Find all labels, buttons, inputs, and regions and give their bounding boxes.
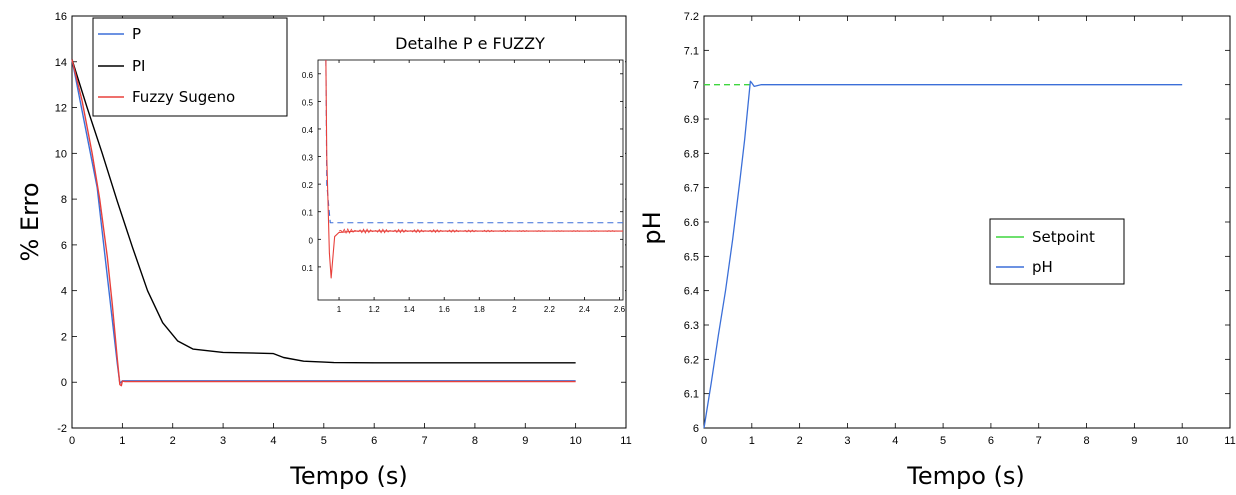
ph-x-tick-label: 11 xyxy=(1224,435,1235,447)
ph-x-tick-label: 2 xyxy=(797,435,803,447)
error-y-tick-label: 12 xyxy=(55,103,67,115)
inset-y-tick-label: 0 xyxy=(309,236,314,245)
ph-x-ticks: 0 1 2 3 4 5 6 7 8 9 10 11 xyxy=(701,16,1236,447)
ph-legend: Setpoint pH xyxy=(989,218,1125,285)
ph-y-tick-label: 6.5 xyxy=(684,251,699,263)
inset-y-tick-label: 0.4 xyxy=(302,126,314,135)
ph-legend-box xyxy=(989,218,1125,285)
error-x-tick-label: 4 xyxy=(270,435,276,447)
error-plot-frame xyxy=(71,15,627,429)
inset-y-tick-label: 0.1 xyxy=(302,264,314,273)
error-x-tick-label: 7 xyxy=(421,435,427,447)
legend-label-fuzzy: Fuzzy Sugeno xyxy=(132,88,235,106)
inset-title: Detalhe P e FUZZY xyxy=(395,34,545,53)
inset-x-tick-label: 2 xyxy=(512,305,517,314)
ph-y-tick-label: 6.9 xyxy=(684,114,699,126)
ph-y-ticks: 6 6.1 6.2 6.3 6.4 6.5 6.6 6.7 6.8 6.9 7 7.1 7.2 xyxy=(684,11,1230,435)
error-x-tick-label: 10 xyxy=(570,435,582,447)
ph-y-tick-label: 7.2 xyxy=(684,11,699,23)
ph-y-tick-label: 7.1 xyxy=(684,45,699,57)
ph-series xyxy=(703,80,1183,429)
error-x-tick-label: 2 xyxy=(170,435,176,447)
ph-y-tick-label: 6 xyxy=(693,423,699,435)
inset-fuzzy-ripple xyxy=(338,227,624,235)
ph-x-tick-label: 0 xyxy=(701,435,707,447)
error-y-tick-label: 10 xyxy=(55,148,67,160)
ph-series-line-1 xyxy=(703,80,1183,429)
inset-x-tick-label: 1.4 xyxy=(404,305,416,314)
error-y-tick-label: 0 xyxy=(61,377,67,389)
inset-x-tick-label: 2.2 xyxy=(544,305,556,314)
ph-x-tick-label: 6 xyxy=(988,435,994,447)
error-x-tick-label: 1 xyxy=(119,435,125,447)
inset-x-tick-label: 1.2 xyxy=(369,305,381,314)
error-y-tick-label: 14 xyxy=(55,57,67,69)
ph-y-tick-label: 6.1 xyxy=(684,389,699,401)
ph-plot-frame xyxy=(703,15,1231,429)
error-x-tick-label: 6 xyxy=(371,435,377,447)
inset-x-tick-label: 1.6 xyxy=(439,305,451,314)
ph-x-tick-label: 9 xyxy=(1131,435,1137,447)
inset-x-tick-label: 2.6 xyxy=(614,305,626,314)
ph-x-tick-label: 4 xyxy=(892,435,898,447)
error-y-tick-label: -2 xyxy=(57,423,67,435)
error-y-tick-label: 2 xyxy=(61,331,67,343)
error-x-tick-label: 0 xyxy=(69,435,75,447)
ph-y-tick-label: 7 xyxy=(693,80,699,92)
error-x-axis-label: Tempo (s) xyxy=(289,462,408,490)
error-legend: P PI Fuzzy Sugeno xyxy=(92,17,288,117)
ph-x-tick-label: 8 xyxy=(1083,435,1089,447)
ph-y-tick-label: 6.4 xyxy=(684,286,699,298)
error-x-tick-label: 5 xyxy=(321,435,327,447)
inset-y-tick-label: 0.5 xyxy=(302,98,314,107)
ph-y-axis-label: pH xyxy=(638,211,666,244)
legend-label-ph: pH xyxy=(1032,258,1053,276)
inset-y-ticks: 0.6 0.5 0.4 0.3 0.2 0.1 0 0.1 xyxy=(302,71,623,273)
inset-plot-frame xyxy=(317,59,624,301)
legend-label-pi: PI xyxy=(132,57,145,75)
inset-x-tick-label: 2.4 xyxy=(579,305,591,314)
error-series-line-1 xyxy=(71,59,576,364)
error-legend-box xyxy=(92,17,288,117)
ph-x-tick-label: 7 xyxy=(1036,435,1042,447)
ph-y-tick-label: 6.6 xyxy=(684,217,699,229)
ph-chart: 0 1 2 3 4 5 6 7 8 9 10 11 6 6.1 6.2 6.3 6.4 6.5 6.6 6.7 6.8… xyxy=(638,11,1236,490)
ph-x-tick-label: 3 xyxy=(844,435,850,447)
error-series-line-2 xyxy=(71,59,576,387)
inset-y-tick-label: 0.3 xyxy=(302,154,314,163)
error-y-axis-label: % Erro xyxy=(16,182,44,261)
ph-x-tick-label: 10 xyxy=(1176,435,1188,447)
inset-x-ticks: 1 1.2 1.4 1.6 1.8 2 2.2 2.4 2.6 xyxy=(337,60,626,314)
inset-x-tick-label: 1 xyxy=(337,305,342,314)
error-series xyxy=(71,59,576,387)
inset-y-tick-label: 0.6 xyxy=(302,71,314,80)
inset-series xyxy=(325,59,624,279)
ph-y-tick-label: 6.2 xyxy=(684,354,699,366)
inset-x-tick-label: 1.8 xyxy=(474,305,486,314)
inset-y-tick-label: 0.1 xyxy=(302,209,314,218)
detail-inset: Detalhe P e FUZZY 1 1.2 1.4 1.6 1.8 2 2.2 2.4 2.… xyxy=(300,34,626,324)
error-y-tick-label: 16 xyxy=(55,11,67,23)
error-x-tick-label: 11 xyxy=(620,435,631,447)
legend-label-setpoint: Setpoint xyxy=(1032,228,1095,246)
error-x-tick-label: 3 xyxy=(220,435,226,447)
ph-y-tick-label: 6.8 xyxy=(684,148,699,160)
legend-label-p: P xyxy=(132,25,141,43)
ph-y-tick-label: 6.7 xyxy=(684,183,699,195)
error-y-tick-label: 6 xyxy=(61,240,67,252)
error-y-tick-label: 8 xyxy=(61,194,67,206)
inset-background xyxy=(300,60,625,324)
error-x-tick-label: 9 xyxy=(522,435,528,447)
ph-y-tick-label: 6.3 xyxy=(684,320,699,332)
ph-x-tick-label: 5 xyxy=(940,435,946,447)
ph-x-tick-label: 1 xyxy=(749,435,755,447)
inset-y-tick-label: 0.2 xyxy=(302,181,314,190)
error-y-tick-label: 4 xyxy=(61,286,67,298)
ph-x-axis-label: Tempo (s) xyxy=(906,462,1025,490)
error-x-tick-label: 8 xyxy=(472,435,478,447)
